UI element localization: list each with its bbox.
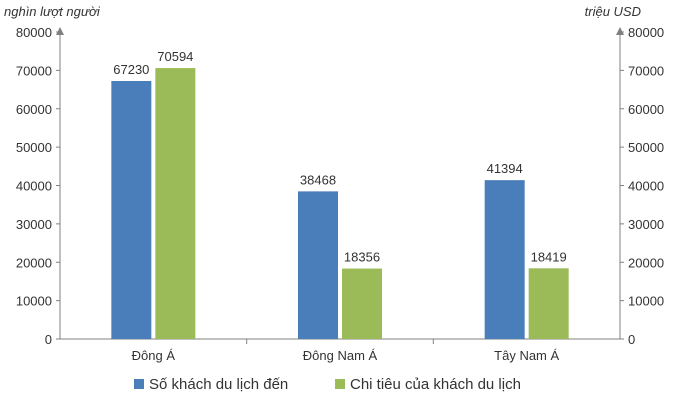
category-label: Đông Á xyxy=(132,348,176,363)
data-label: 67230 xyxy=(113,62,149,77)
left-tick-label: 40000 xyxy=(16,179,52,194)
left-tick-label: 20000 xyxy=(16,255,52,270)
left-tick-label: 60000 xyxy=(16,102,52,117)
data-label: 41394 xyxy=(487,161,523,176)
left-tick-label: 0 xyxy=(45,332,52,347)
axes xyxy=(56,27,624,344)
left-axis-arrow xyxy=(56,27,64,35)
left-tick-label: 10000 xyxy=(16,294,52,309)
bar-spending xyxy=(155,68,196,340)
right-tick-label: 80000 xyxy=(628,25,664,40)
bar-spending xyxy=(342,268,383,339)
legend: Số khách du lịch đến Chi tiêu của khách d… xyxy=(134,376,521,393)
right-axis-arrow xyxy=(616,27,624,35)
left-tick-label: 30000 xyxy=(16,217,52,232)
bar-visitors xyxy=(298,191,339,339)
right-tick-label: 50000 xyxy=(628,140,664,155)
bars xyxy=(111,68,569,340)
right-tick-label: 40000 xyxy=(628,179,664,194)
data-label: 18419 xyxy=(531,249,567,264)
bar-visitors xyxy=(484,180,525,339)
left-axis-unit-label: nghìn lượt người xyxy=(4,4,101,19)
legend-swatch xyxy=(134,379,144,389)
right-axis-unit-label: triệu USD xyxy=(585,4,641,19)
legend-label: Chi tiêu của khách du lịch xyxy=(350,376,521,393)
category-labels: Đông Á Đông Nam Á Tây Nam Á xyxy=(132,348,560,363)
legend-swatch xyxy=(335,379,345,389)
data-label: 18356 xyxy=(344,250,380,265)
data-label: 70594 xyxy=(157,49,193,64)
data-label: 38468 xyxy=(300,172,336,187)
bar-spending xyxy=(528,268,569,339)
right-tick-label: 30000 xyxy=(628,217,664,232)
left-tick-label: 80000 xyxy=(16,25,52,40)
right-tick-label: 20000 xyxy=(628,255,664,270)
right-tick-label: 10000 xyxy=(628,294,664,309)
right-tick-label: 60000 xyxy=(628,102,664,117)
category-label: Tây Nam Á xyxy=(494,348,559,363)
left-tick-label: 50000 xyxy=(16,140,52,155)
right-axis-ticks: 0 10000 20000 30000 40000 50000 60000 70000 8000… xyxy=(620,25,664,347)
left-axis-ticks: 0 10000 20000 30000 40000 50000 60000 70000 8000… xyxy=(16,25,60,347)
right-tick-label: 70000 xyxy=(628,63,664,78)
legend-label: Số khách du lịch đến xyxy=(149,376,288,393)
bar-visitors xyxy=(111,81,152,339)
right-tick-label: 0 xyxy=(628,332,635,347)
category-label: Đông Nam Á xyxy=(303,348,378,363)
data-labels: 67230 70594 38468 18356 41394 18419 xyxy=(113,49,566,264)
left-tick-label: 70000 xyxy=(16,63,52,78)
